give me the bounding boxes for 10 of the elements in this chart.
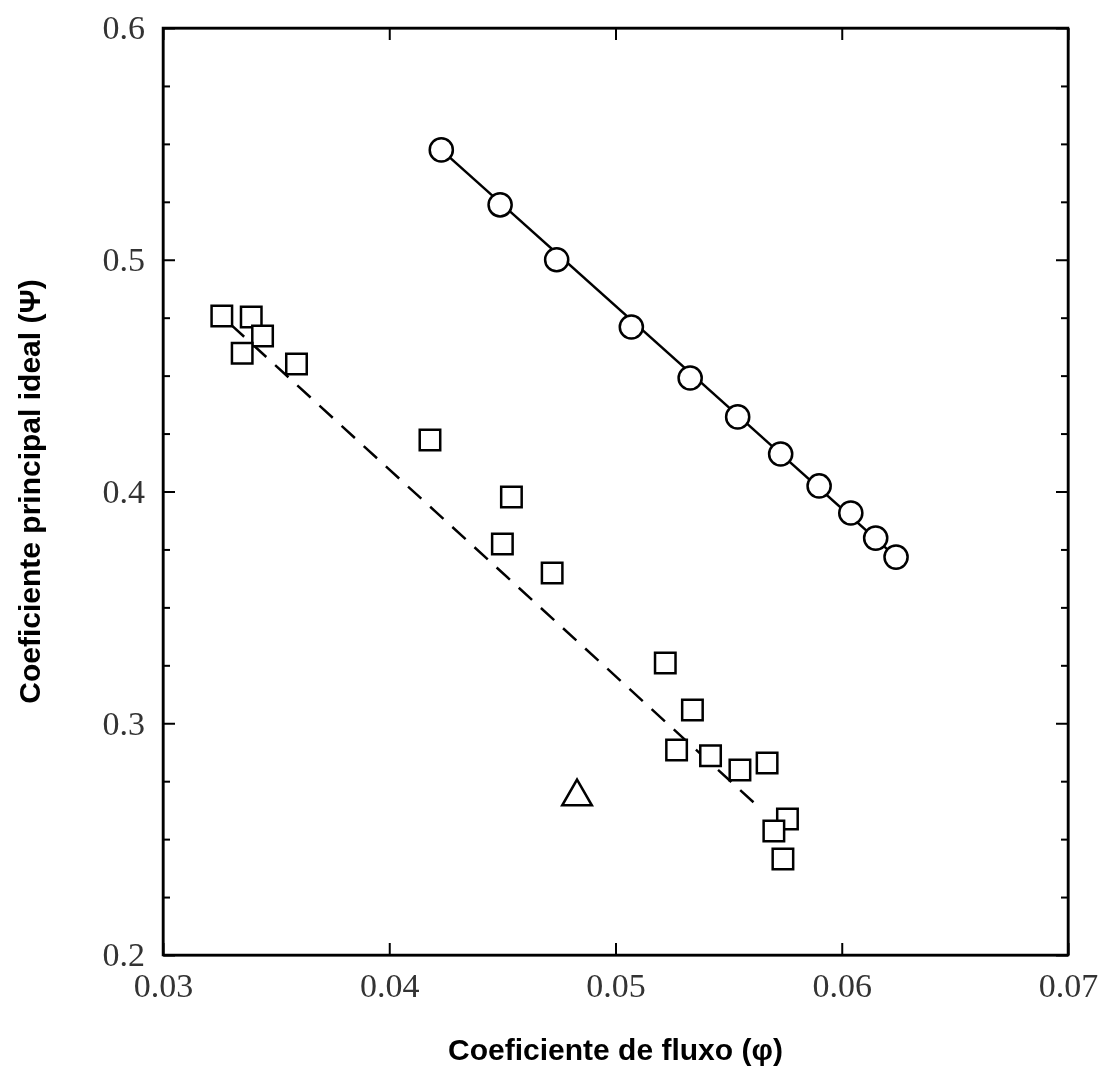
x-tick-label: 0.04 <box>360 967 420 1005</box>
x-tick-label: 0.07 <box>1038 967 1099 1005</box>
y-tick-label: 0.6 <box>102 9 145 47</box>
x-tick-label: 0.05 <box>586 967 646 1005</box>
y-axis-title: Coeficiente principal ideal (Ψ) <box>13 279 46 704</box>
y-tick-label: 0.5 <box>102 241 145 279</box>
y-tick-label: 0.3 <box>102 704 145 742</box>
x-axis-title: Coeficiente de fluxo (φ) <box>448 1033 783 1066</box>
x-tick-label: 0.06 <box>812 967 872 1005</box>
y-tick-label: 0.4 <box>102 472 145 510</box>
